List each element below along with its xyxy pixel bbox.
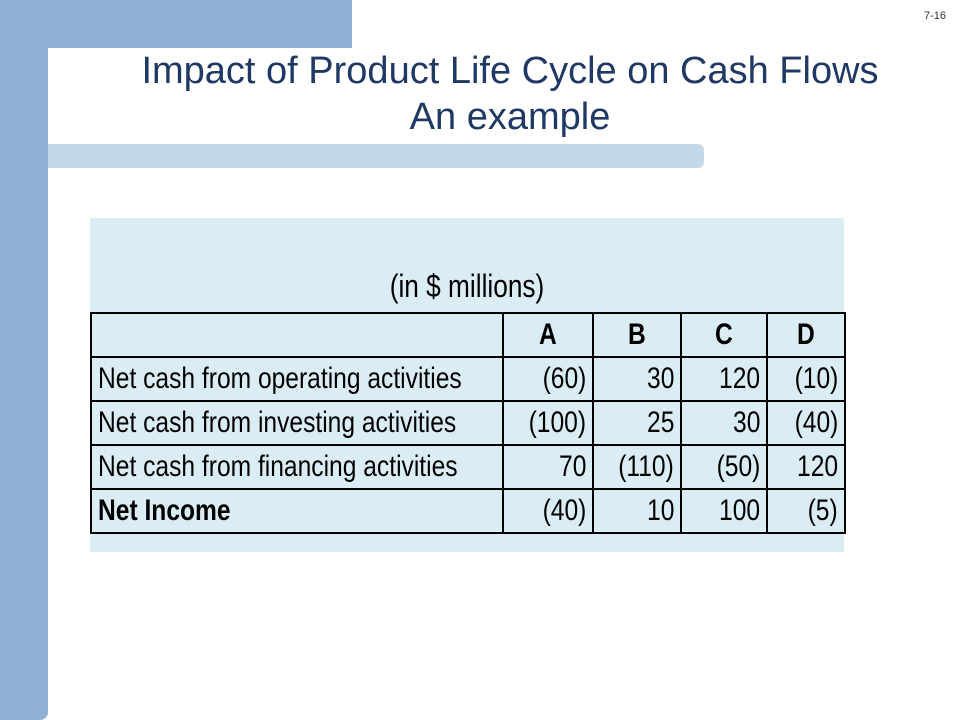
table-cell: (40)	[766, 400, 846, 446]
table-cell: (50)	[680, 444, 768, 490]
decorative-left-bar	[0, 0, 48, 720]
table-cell: 120	[680, 356, 768, 402]
table-cell: 120	[766, 444, 846, 490]
cash-flow-table: A B C D Net cash from operating activiti…	[90, 312, 846, 534]
header-corner-cell	[90, 312, 504, 358]
table-cell: 70	[502, 444, 594, 490]
column-header-c: C	[680, 312, 768, 358]
column-header-a: A	[502, 312, 594, 358]
row-label-financing: Net cash from financing activities	[90, 444, 504, 490]
table-cell: (110)	[592, 444, 682, 490]
table-cell: 30	[592, 356, 682, 402]
decorative-title-underline-bar	[48, 144, 704, 168]
table-cell: (10)	[766, 356, 846, 402]
slide-number: 7-16	[923, 10, 946, 22]
table-row: Net cash from financing activities 70 (1…	[90, 444, 846, 490]
row-label-net-income: Net Income	[90, 488, 504, 534]
table-cell: 10	[592, 488, 682, 534]
table-header-row: A B C D	[90, 312, 846, 358]
decorative-top-block	[0, 0, 352, 48]
slide-title-line-1: Impact of Product Life Cycle on Cash Flo…	[141, 50, 879, 92]
slide-title: Impact of Product Life Cycle on Cash Flo…	[60, 48, 960, 140]
table-cell: (40)	[502, 488, 594, 534]
cash-flow-table-panel: (in $ millions) A B C D Net cash from op…	[90, 218, 846, 552]
table-cell: (5)	[766, 488, 846, 534]
slide-title-line-2: An example	[409, 96, 611, 138]
row-label-operating: Net cash from operating activities	[90, 356, 504, 402]
table-row: Net cash from investing activities (100)…	[90, 400, 846, 446]
table-cell: (60)	[502, 356, 594, 402]
table-cell: (100)	[502, 400, 594, 446]
table-cell: 30	[680, 400, 768, 446]
units-caption: (in $ millions)	[389, 268, 545, 304]
table-cell: 100	[680, 488, 768, 534]
column-header-d: D	[766, 312, 846, 358]
column-header-b: B	[592, 312, 682, 358]
row-label-investing: Net cash from investing activities	[90, 400, 504, 446]
table-row: Net cash from operating activities (60) …	[90, 356, 846, 402]
table-cell: 25	[592, 400, 682, 446]
table-row: Net Income (40) 10 100 (5)	[90, 488, 846, 534]
